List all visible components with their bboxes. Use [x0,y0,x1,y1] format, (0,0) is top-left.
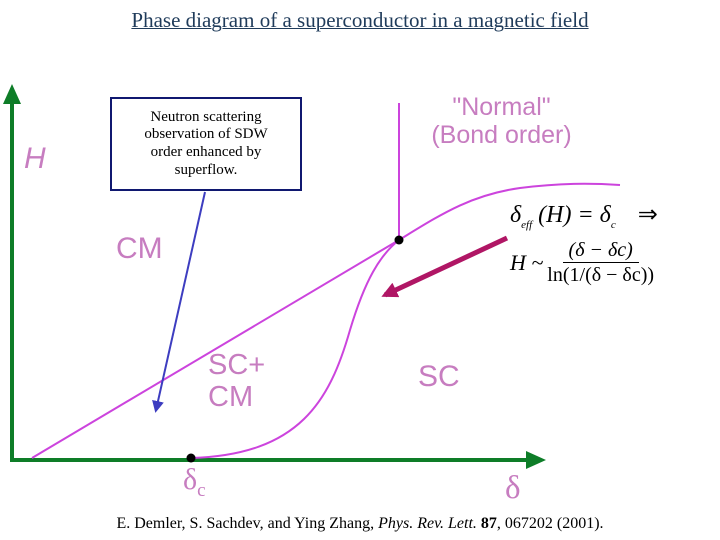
citation: E. Demler, S. Sachdev, and Ying Zhang, P… [0,515,720,533]
eq1-sub: eff [521,218,533,231]
slide-title: Phase diagram of a superconductor in a m… [131,8,589,32]
neutron-scattering-callout: Neutron scattering observation of SDW or… [110,97,302,191]
delta-c-label: δc [183,463,206,502]
implies-symbol: ⇒ [637,202,658,228]
y-axis-arrowhead [3,84,21,104]
citation-journal: Phys. Rev. Lett. [378,515,477,532]
delta-c-sub: c [197,480,206,501]
callout-line-3: order enhanced by [150,144,262,160]
eq2-lhs: H ~ [510,249,544,275]
eq2-numerator: (δ − δc) [562,239,639,263]
delta-c-point [186,453,196,463]
normal-label-line-2: (Bond order) [431,121,572,149]
y-axis-label: H [24,142,46,175]
sc-cm-region-label: SC+ CM [208,349,266,414]
formula-eq-2: H ~ (δ − δc) ln(1/(δ − δc)) [510,239,700,287]
cm-boundary-line [31,239,400,459]
callout-line-2: observation of SDW [144,126,268,143]
citation-rest: , 067202 (2001). [496,515,604,532]
normal-label-line-1: "Normal" [452,93,551,121]
formula-arrow [381,235,509,298]
eq1-lhs: δ [510,202,522,228]
citation-authors: E. Demler, S. Sachdev, and Ying Zhang, [116,515,379,532]
eq1-mid: (H) = δ [532,202,611,228]
x-axis-arrowhead [526,451,546,469]
callout-line-1: Neutron scattering [150,108,262,125]
multicritical-point [394,235,404,245]
normal-boundary-curve [398,182,621,241]
callout-arrow [152,191,206,413]
citation-volume: 87 [476,515,497,532]
x-axis-label: δ [505,470,521,506]
eq2-denominator: ln(1/(δ − δc)) [547,263,655,286]
sc-cm-line-2: CM [208,380,254,413]
normal-region-label: "Normal" (Bond order) [424,93,579,149]
callout-line-4: superflow. [174,161,238,178]
sc-boundary-curve [190,239,400,459]
delta-c-base: δ [183,463,198,496]
formula-eq-1: δeff (H) = δc ⇒ [510,200,700,231]
sc-cm-line-1: SC+ [208,349,266,381]
scaling-formula: δeff (H) = δc ⇒ H ~ (δ − δc) ln(1/(δ − δc… [510,200,700,287]
eq2-fraction: (δ − δc) ln(1/(δ − δc)) [547,239,654,287]
cm-region-label: CM [116,232,163,265]
sc-region-label: SC [418,360,460,393]
eq1-rsub: c [610,218,616,231]
